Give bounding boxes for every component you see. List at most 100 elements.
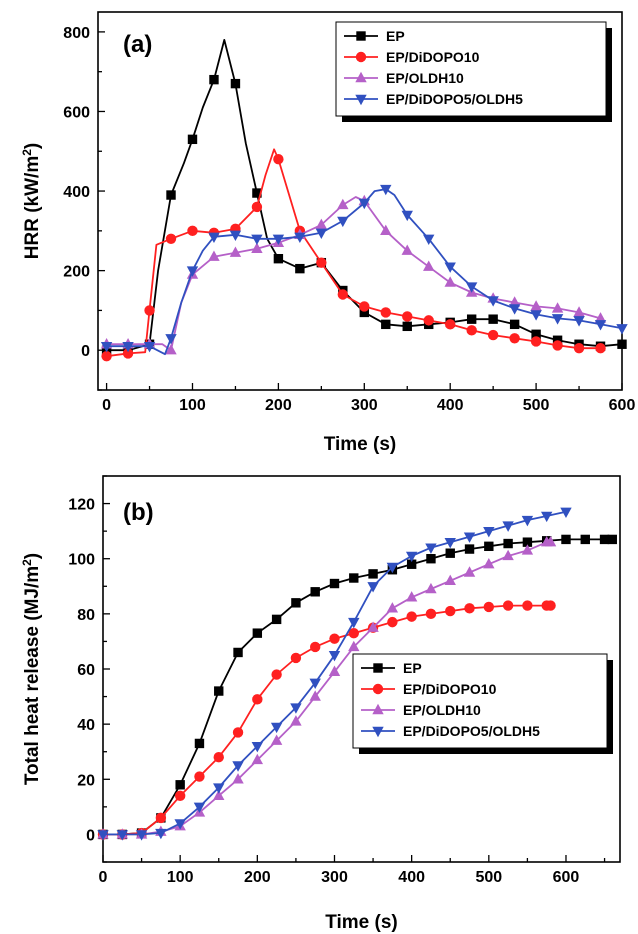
- series-ep-point: [295, 263, 305, 274]
- y-tick-label: 120: [68, 497, 95, 514]
- series-ep-oldh10-point: [502, 549, 514, 561]
- series-ep-point: [233, 647, 243, 658]
- x-tick-label: 100: [179, 397, 206, 414]
- series-ep-didopo5-oldh5-point: [143, 342, 156, 353]
- legend-label: EP/DiDOPO5/OLDH5: [386, 91, 523, 107]
- legend-point: [355, 51, 367, 63]
- series-ep-oldh10-point: [386, 602, 399, 613]
- legend-entry-ep-oldh10: EP/OLDH10: [361, 702, 481, 718]
- series-ep-oldh10-point: [367, 621, 379, 632]
- series-ep-oldh10-point: [208, 250, 220, 261]
- legend: EP EP/DiDOPO10 EP/OLDH10 EP/DiDOPO5/OLDH5: [335, 21, 612, 122]
- series-ep-didopo10-point: [522, 600, 533, 611]
- series-ep-didopo10-point: [122, 348, 134, 359]
- x-tick-label: 0: [102, 397, 111, 414]
- series-ep-didopo10-point: [329, 633, 340, 644]
- series-ep-didopo5-oldh5-point: [386, 562, 399, 574]
- series-ep-oldh10-point: [213, 789, 225, 801]
- series-ep-didopo5-oldh5-point: [174, 819, 186, 830]
- series-ep-didopo10-point: [423, 315, 434, 326]
- series-ep-point: [349, 573, 359, 583]
- legend-label: EP/DiDOPO10: [403, 681, 497, 697]
- series-ep-point: [329, 578, 340, 589]
- plot-frame: [97, 11, 623, 391]
- series-ep-didopo5-oldh5-point: [100, 342, 113, 353]
- series-ep-didopo5-oldh5: [97, 507, 572, 841]
- x-axis-title: Time (s): [325, 912, 398, 933]
- x-tick-label: 400: [398, 869, 425, 886]
- series-ep-point: [464, 544, 475, 554]
- legend-entry-ep-didopo10: EP/DiDOPO10: [344, 49, 480, 65]
- series-ep-didopo5-oldh5-point: [594, 320, 607, 331]
- series-ep-didopo5-oldh5-line: [106, 188, 623, 356]
- series-ep-point: [445, 548, 455, 558]
- y-tick-label: 600: [63, 104, 90, 121]
- legend-point: [372, 683, 384, 695]
- series-ep-didopo5-oldh5-point: [380, 184, 392, 196]
- series-ep-didopo10-point: [252, 694, 263, 705]
- legend-label: EP: [403, 660, 422, 676]
- series-ep-didopo10-point: [545, 600, 556, 611]
- series-ep-point: [531, 329, 541, 339]
- series-ep-oldh10-point: [251, 753, 264, 765]
- series-ep-oldh10-point: [232, 773, 244, 784]
- series-ep-point: [466, 314, 477, 324]
- series-ep-point: [209, 74, 219, 85]
- legend-point: [372, 703, 384, 715]
- y-tick-label: 80: [77, 607, 95, 624]
- y-axis-title: Total heat release (MJ/m2): [20, 553, 43, 785]
- legend-entry-ep-didopo10: EP/DiDOPO10: [361, 681, 497, 697]
- series-ep-didopo5-oldh5-point: [270, 722, 283, 734]
- series-ep-didopo5-oldh5-point: [367, 582, 379, 593]
- series-ep-didopo5-oldh5-point: [502, 521, 514, 532]
- series-ep-didopo5-oldh5-point: [483, 526, 495, 538]
- series-ep-didopo10-point: [144, 305, 155, 316]
- series-ep-didopo10-point: [509, 333, 520, 344]
- series-ep-didopo5-oldh5-point: [122, 342, 134, 353]
- series-ep-didopo5-oldh5-point: [405, 551, 418, 563]
- series-ep-oldh10-point: [328, 665, 341, 676]
- series-ep-oldh10-point: [425, 582, 437, 594]
- series-ep-oldh10: [100, 194, 607, 355]
- series-ep-didopo5-oldh5-point: [444, 537, 456, 549]
- series-ep-didopo10-point: [387, 616, 398, 628]
- series-ep-didopo10-point: [101, 350, 112, 362]
- series-ep-didopo5-oldh5-point: [540, 511, 553, 523]
- series-ep-point: [580, 534, 590, 545]
- series-ep-didopo5-oldh5: [100, 184, 628, 356]
- series-ep-oldh10-point: [315, 218, 328, 230]
- series-ep-point: [522, 537, 533, 547]
- series-ep-didopo10-point: [573, 343, 585, 354]
- series-ep-oldh10-point: [270, 734, 283, 745]
- legend-point: [355, 94, 367, 106]
- legend-box: [352, 653, 608, 749]
- y-tick-label: 40: [77, 717, 95, 734]
- y-tick-label: 0: [81, 343, 90, 360]
- series-ep-didopo5-oldh5-point: [444, 262, 456, 273]
- series-ep-didopo10-point: [251, 201, 263, 213]
- series-ep-didopo10: [101, 148, 606, 362]
- series-ep-didopo5-oldh5-point: [232, 761, 244, 772]
- series-ep-oldh10-point: [444, 574, 456, 585]
- series-ep-didopo5-oldh5-point: [272, 234, 285, 245]
- x-tick-label: 600: [553, 869, 580, 886]
- series-ep-point: [607, 534, 617, 545]
- series-ep-point: [359, 307, 369, 318]
- x-tick-label: 300: [321, 869, 348, 886]
- legend-entry-ep: EP: [361, 660, 422, 676]
- series-ep-didopo10-point: [425, 608, 437, 620]
- series-ep-point: [503, 538, 513, 549]
- series-ep-point: [187, 134, 198, 145]
- series-ep-oldh10-point: [594, 312, 607, 323]
- series-ep-didopo5-oldh5-point: [208, 232, 220, 244]
- series-ep-line: [103, 538, 613, 836]
- x-tick-label: 400: [437, 397, 464, 414]
- series-ep-didopo5-oldh5-point: [193, 802, 206, 814]
- legend-point: [356, 31, 366, 41]
- series-ep-didopo10-point: [595, 343, 606, 354]
- series-ep-oldh10-point: [551, 302, 564, 313]
- series-ep-point: [166, 190, 176, 200]
- series-ep-didopo5-oldh5-point: [186, 266, 199, 277]
- series-ep-didopo10-point: [530, 336, 542, 347]
